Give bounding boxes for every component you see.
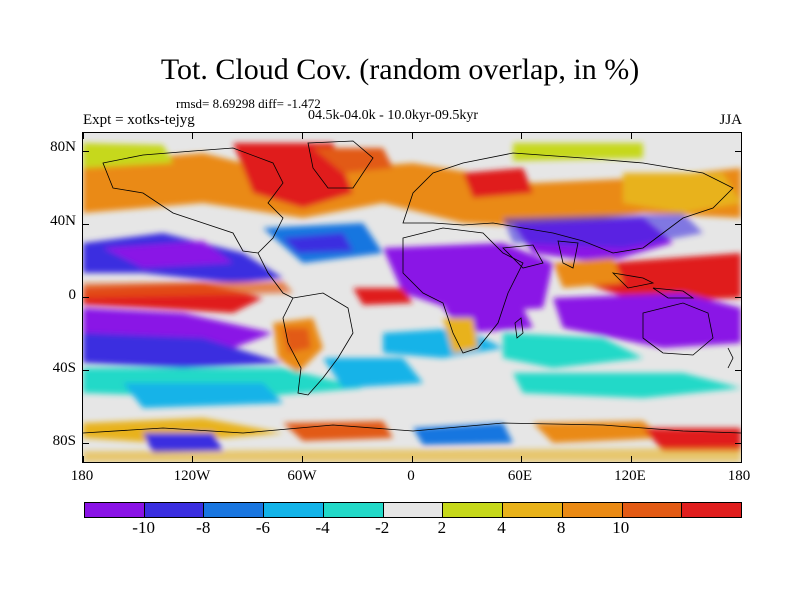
colorbar-segment	[562, 503, 623, 517]
x-tick	[301, 456, 303, 462]
stats-label: rmsd= 8.69298 diff= -1.472	[176, 96, 321, 111]
x-tick	[192, 133, 194, 139]
x-tick	[521, 133, 523, 139]
x-tick	[301, 133, 303, 139]
x-tick	[82, 133, 84, 139]
period-label: 04.5k-04.0k - 10.0kyr-09.5kyr	[308, 108, 479, 123]
y-tick	[83, 223, 89, 225]
lat-label-80s: 80S	[52, 433, 76, 449]
y-tick	[83, 297, 89, 298]
colorbar-segment	[383, 503, 444, 517]
lon-label-180e: 180	[727, 468, 751, 484]
colorbar-label: 4	[497, 518, 506, 537]
y-tick	[735, 297, 741, 298]
colorbar-label: 8	[556, 518, 566, 537]
colorbar-segment	[682, 503, 742, 517]
x-tick	[740, 456, 742, 462]
colorbar-segment	[323, 503, 384, 517]
y-tick	[735, 370, 741, 372]
y-tick	[83, 150, 89, 152]
x-tick	[82, 456, 84, 462]
y-tick	[735, 150, 741, 152]
plot-title: Tot. Cloud Cov. (random overlap, in %)	[160, 53, 640, 86]
coastlines	[83, 140, 741, 434]
x-tick	[411, 133, 413, 139]
colorbar	[84, 502, 742, 518]
map-canvas	[83, 133, 741, 462]
colorbar-label: -2	[375, 518, 390, 537]
y-tick	[83, 370, 89, 372]
lon-label-0: 0	[407, 468, 415, 484]
lon-label-60e: 60E	[507, 468, 533, 484]
season-label: JJA	[719, 112, 742, 128]
x-tick	[630, 133, 632, 139]
colorbar-segment	[622, 503, 683, 517]
colorbar-segment	[503, 503, 563, 517]
x-tick	[740, 133, 742, 139]
colorbar-label: -10	[132, 518, 155, 537]
lat-label-40s: 40S	[52, 360, 76, 376]
x-tick	[411, 456, 413, 462]
x-tick	[630, 456, 632, 462]
colorbar-label: 2	[437, 518, 447, 537]
lon-label-120e: 120E	[614, 468, 646, 484]
colorbar-label: -8	[196, 518, 211, 537]
lon-label-60w: 60W	[287, 468, 317, 484]
x-tick	[192, 456, 194, 462]
colorbar-segment	[204, 503, 265, 517]
lat-label-0: 0	[68, 287, 77, 303]
colorbar-segment	[443, 503, 504, 517]
cloud-cover-anomaly-map	[83, 133, 741, 462]
y-tick	[83, 443, 89, 445]
lat-label-80n: 80N	[50, 139, 76, 155]
colorbar-segment	[85, 503, 145, 517]
colorbar-label: -4	[315, 518, 330, 537]
x-tick	[521, 456, 523, 462]
y-tick	[735, 443, 741, 445]
colorbar-segment	[264, 503, 324, 517]
colorbar-label: 10	[612, 518, 630, 537]
lat-label-40n: 40N	[50, 213, 76, 229]
lon-label-120w: 120W	[173, 468, 211, 484]
lon-label-180w: 180	[70, 468, 94, 484]
colorbar-label: -6	[255, 518, 270, 537]
experiment-label: Expt = xotks-tejyg	[83, 112, 195, 128]
y-tick	[735, 223, 741, 225]
colorbar-segment	[144, 503, 205, 517]
